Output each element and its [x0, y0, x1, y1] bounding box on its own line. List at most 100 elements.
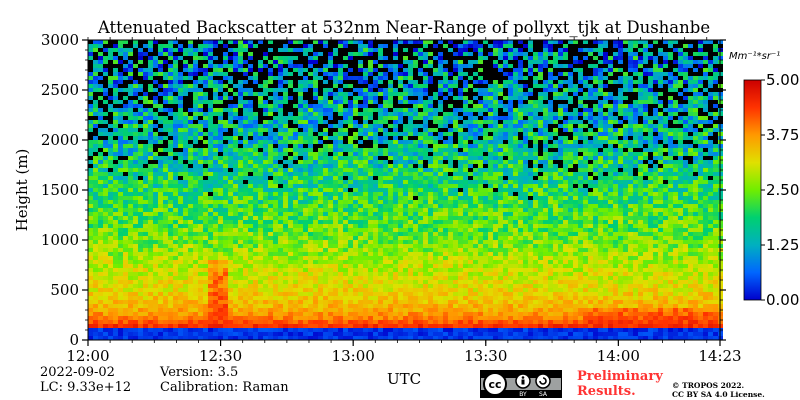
heatmap-cell [278, 44, 283, 48]
heatmap-cell [133, 132, 138, 136]
heatmap-cell [143, 232, 148, 236]
heatmap-cell [103, 152, 108, 156]
heatmap-cell [128, 336, 133, 340]
heatmap-cell [233, 52, 238, 56]
heatmap-cell [163, 88, 168, 92]
heatmap-cell [303, 48, 308, 52]
heatmap-cell [363, 260, 368, 264]
heatmap-cell [368, 272, 373, 276]
heatmap-cell [358, 216, 363, 220]
heatmap-cell [238, 128, 243, 132]
heatmap-cell [208, 180, 213, 184]
heatmap-cell [363, 252, 368, 256]
heatmap-cell [353, 216, 358, 220]
heatmap-cell [368, 76, 373, 80]
heatmap-cell [408, 272, 413, 276]
heatmap-cell [268, 120, 273, 124]
heatmap-cell [333, 108, 338, 112]
heatmap-cell [218, 252, 223, 256]
heatmap-cell [198, 76, 203, 80]
heatmap-cell [233, 176, 238, 180]
heatmap-cell [173, 112, 178, 116]
heatmap-cell [163, 180, 168, 184]
heatmap-cell [388, 96, 393, 100]
heatmap-cell [238, 152, 243, 156]
heatmap-cell [288, 336, 293, 340]
heatmap-cell [293, 60, 298, 64]
heatmap-cell [298, 168, 303, 172]
heatmap-cell [388, 232, 393, 236]
heatmap-cell [288, 300, 293, 304]
heatmap-cell [408, 284, 413, 288]
heatmap-cell [163, 316, 168, 320]
heatmap-cell [353, 332, 358, 336]
heatmap-cell [388, 280, 393, 284]
heatmap-cell [153, 92, 158, 96]
heatmap-cell [163, 284, 168, 288]
heatmap-cell [158, 248, 163, 252]
heatmap-cell [223, 84, 228, 88]
heatmap-cell [293, 304, 298, 308]
heatmap-cell [368, 132, 373, 136]
heatmap-cell [203, 128, 208, 132]
heatmap-cell [383, 164, 388, 168]
heatmap-cell [98, 324, 103, 328]
heatmap-cell [288, 176, 293, 180]
heatmap-cell [193, 184, 198, 188]
heatmap-cell [133, 308, 138, 312]
heatmap-cell [353, 320, 358, 324]
heatmap-cell [228, 312, 233, 316]
heatmap-cell [278, 284, 283, 288]
heatmap-cell [313, 128, 318, 132]
heatmap-cell [328, 80, 333, 84]
heatmap-cell [118, 312, 123, 316]
heatmap-cell [158, 304, 163, 308]
heatmap-cell [128, 244, 133, 248]
heatmap-cell [108, 176, 113, 180]
heatmap-cell [408, 204, 413, 208]
heatmap-cell [253, 316, 258, 320]
heatmap-cell [318, 116, 323, 120]
heatmap-cell [173, 104, 178, 108]
heatmap-cell [123, 64, 128, 68]
heatmap-cell [273, 328, 278, 332]
heatmap-cell [208, 276, 213, 280]
heatmap-cell [403, 160, 408, 164]
heatmap-cell [343, 104, 348, 108]
heatmap-cell [353, 304, 358, 308]
heatmap-cell [128, 248, 133, 252]
heatmap-cell [343, 148, 348, 152]
heatmap-cell [393, 312, 398, 316]
heatmap-cell [193, 140, 198, 144]
heatmap-cell [273, 168, 278, 172]
heatmap-cell [298, 240, 303, 244]
heatmap-cell [328, 100, 333, 104]
heatmap-cell [248, 276, 253, 280]
heatmap-cell [178, 336, 183, 340]
heatmap-cell [398, 60, 403, 64]
heatmap-cell [158, 164, 163, 168]
heatmap-cell [368, 264, 373, 268]
heatmap-cell [408, 188, 413, 192]
heatmap-cell [253, 332, 258, 336]
heatmap-cell [368, 256, 373, 260]
heatmap-cell [358, 276, 363, 280]
heatmap-cell [213, 216, 218, 220]
heatmap-cell [343, 172, 348, 176]
heatmap-cell [128, 292, 133, 296]
heatmap-cell [393, 228, 398, 232]
heatmap-cell [313, 260, 318, 264]
heatmap-cell [243, 196, 248, 200]
heatmap-cell [418, 184, 423, 188]
heatmap-cell [208, 196, 213, 200]
heatmap-cell [243, 200, 248, 204]
heatmap-cell [243, 260, 248, 264]
heatmap-cell [263, 96, 268, 100]
heatmap-cell [328, 320, 333, 324]
heatmap-cell [408, 216, 413, 220]
heatmap-cell [298, 188, 303, 192]
heatmap-cell [303, 176, 308, 180]
heatmap-cell [348, 300, 353, 304]
heatmap-cell [373, 200, 378, 204]
heatmap-cell [338, 212, 343, 216]
